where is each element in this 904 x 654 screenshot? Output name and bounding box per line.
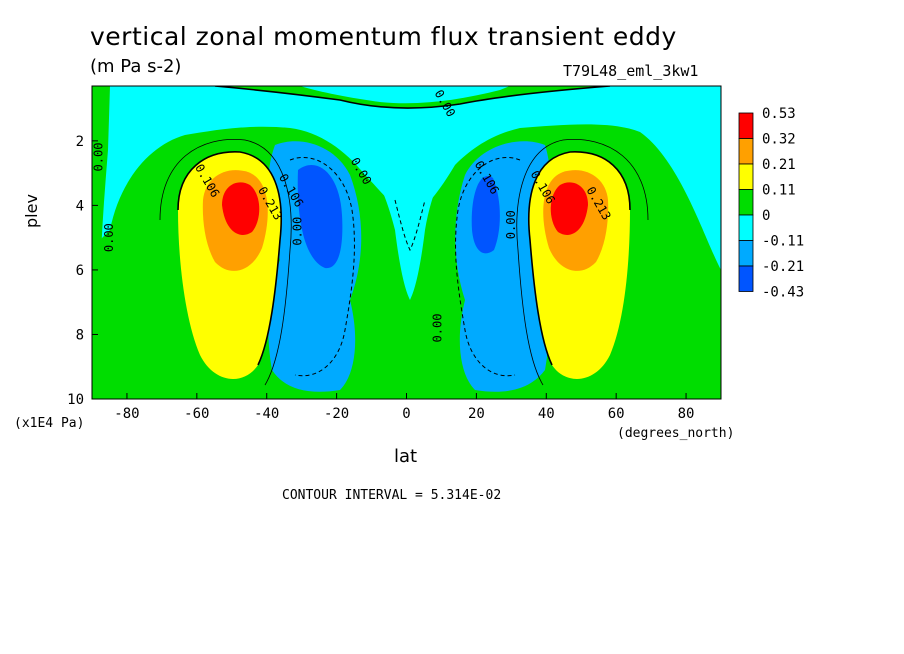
contour-fill-deepblue-right [471,176,500,254]
y-tick-label: 6 [76,263,84,279]
y-tick-label: 2 [76,134,84,150]
colorbar-swatch [738,214,754,241]
contour-label: 0.00 [504,210,518,239]
colorbar-label: 0.11 [762,183,796,199]
colorbar-label: -0.21 [762,259,804,275]
x-tick-label: -20 [324,406,349,422]
colorbar-swatch [738,240,754,267]
x-tick-label: -60 [184,406,209,422]
colorbar-swatch [738,138,754,165]
contour-fill-cyan-centre [350,140,470,300]
contour-fill-red-right [550,182,588,235]
y-tick-label: 8 [76,327,84,343]
colorbar-label: -0.43 [762,285,804,301]
x-tick-label: 20 [468,406,485,422]
x-axis-ticks: -80 -60 -40 -20 0 20 40 60 80 [114,393,694,422]
colorbar-label: -0.11 [762,234,804,250]
x-axis-unit: (degrees_north) [617,426,735,441]
contour-lines-negative [289,156,521,377]
run-label: T79L48_eml_3kw1 [563,62,699,80]
x-tick-label: 0 [402,406,410,422]
contour-fills [92,86,721,399]
colorbar-label: 0.53 [762,106,796,122]
contour-interval: CONTOUR INTERVAL = 5.314E-02 [282,488,502,503]
colorbar-label: 0.32 [762,132,796,148]
colorbar-swatch [738,189,754,216]
y-tick-label: 4 [76,198,84,214]
chart-units: (m Pa s-2) [90,56,182,77]
chart-title: vertical zonal momentum flux transient e… [90,22,677,51]
x-tick-label: 40 [538,406,555,422]
x-tick-label: -80 [114,406,139,422]
colorbar-swatch [738,163,754,190]
y-axis-unit: (x1E4 Pa) [14,416,85,431]
contour-label: 0.00 [291,217,305,246]
contour-label: 0.00 [430,314,444,343]
colorbar-swatch [738,265,754,292]
y-tick-label: 10 [67,392,84,408]
contour-lines-zero [177,86,631,366]
x-axis-label: lat [394,446,418,467]
y-axis-ticks: 2 4 6 8 10 [67,134,98,408]
colorbar-swatch [738,112,754,139]
contour-label: 0.00 [91,143,105,172]
contour-fill-deepblue-left [297,165,343,269]
contour-lines-positive [159,138,649,386]
colorbar-label: 0.21 [762,157,796,173]
x-tick-label: 60 [608,406,625,422]
contour-fill-green-left [92,86,110,399]
x-tick-label: -40 [254,406,279,422]
colorbar: 0.53 0.32 0.21 0.11 0 -0.11 -0.21 -0.43 [738,106,804,301]
colorbar-label: 0 [762,208,770,224]
contour-fill-red-left [222,182,260,235]
contour-fill-cyan-top-inner [300,86,510,104]
contour-label: 0.00 [102,223,116,252]
x-tick-label: 80 [678,406,695,422]
